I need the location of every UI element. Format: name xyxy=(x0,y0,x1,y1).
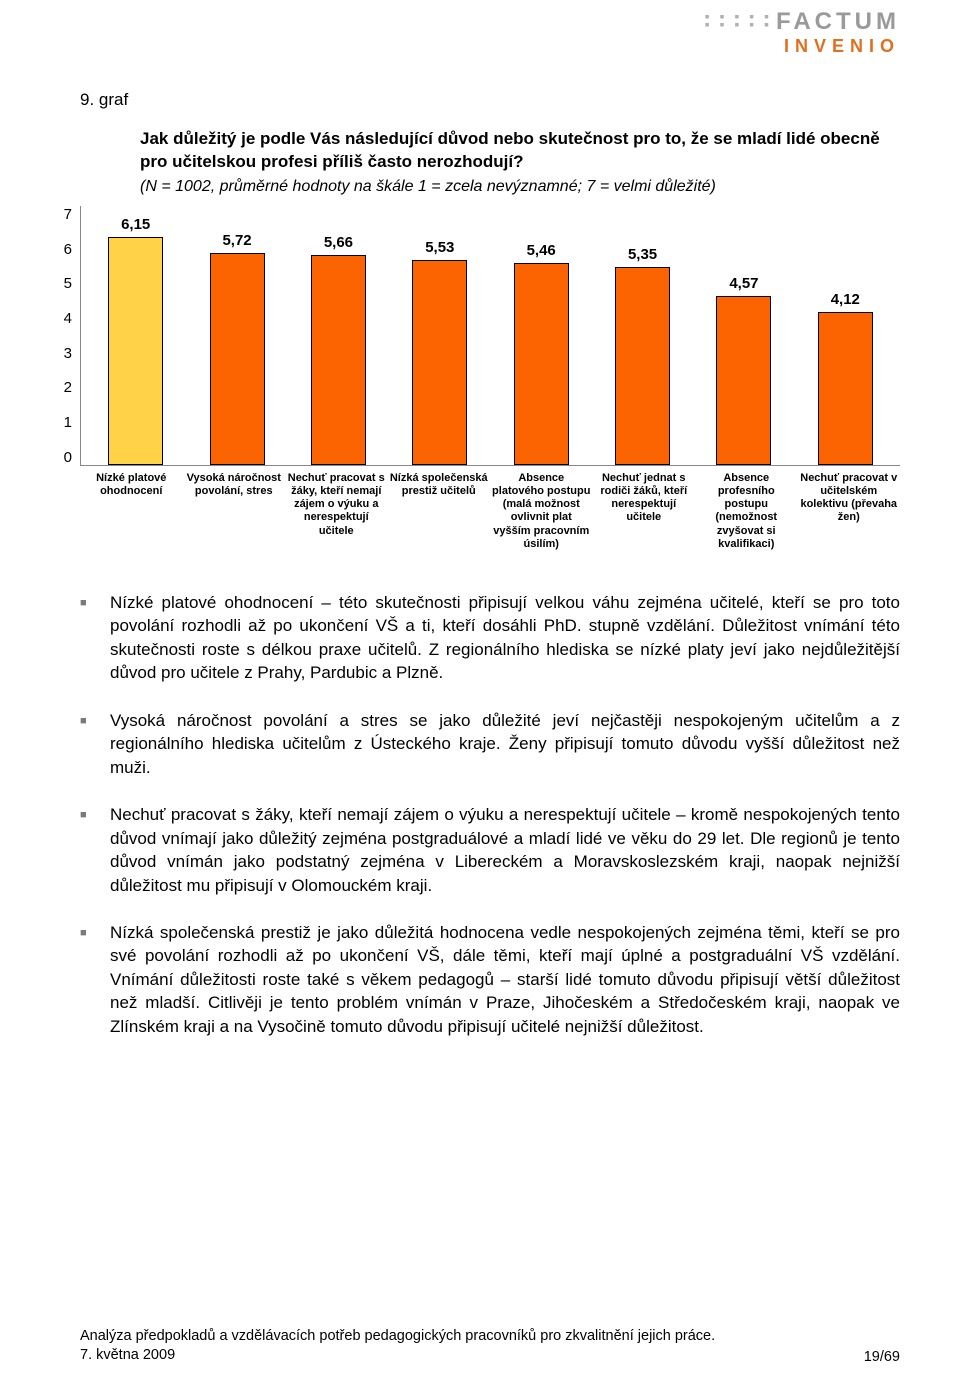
x-label: Vysoká náročnost povolání, stres xyxy=(183,472,286,551)
bar-column: 5,66 xyxy=(288,206,389,465)
bar-column: 5,53 xyxy=(389,206,490,465)
bar-value-label: 5,46 xyxy=(527,242,556,259)
logo-top-text: FACTUM xyxy=(776,8,900,35)
x-label: Nízké platové ohodnocení xyxy=(80,472,183,551)
x-label: Nechuť pracovat v učitelském kolektivu (… xyxy=(798,472,901,551)
bullet-text: Nízká společenská prestiž je jako důleži… xyxy=(110,921,900,1038)
bullet-item: ■Nízká společenská prestiž je jako důlež… xyxy=(80,921,900,1038)
bar xyxy=(716,296,771,465)
bar-column: 5,46 xyxy=(491,206,592,465)
bullet-marker-icon: ■ xyxy=(80,921,110,1038)
bullet-text: Nechuť pracovat s žáky, kteří nemají záj… xyxy=(110,803,900,897)
bullet-marker-icon: ■ xyxy=(80,591,110,685)
y-axis: 0 1 2 3 4 5 6 7 xyxy=(50,206,80,466)
x-axis-labels: Nízké platové ohodnoceníVysoká náročnost… xyxy=(80,472,900,551)
footer-line2: 7. května 2009 xyxy=(80,1346,715,1365)
bar xyxy=(514,263,569,465)
bar xyxy=(311,255,366,464)
y-tick: 1 xyxy=(64,414,72,431)
footer-line1: Analýza předpokladů a vzdělávacích potře… xyxy=(80,1327,715,1346)
plot-area: 6,15 5,72 5,66 5,53 5,46 5,35 4,57 4,12 xyxy=(80,206,900,466)
bullet-marker-icon: ■ xyxy=(80,709,110,779)
bar-value-label: 5,53 xyxy=(425,239,454,256)
y-tick: 4 xyxy=(64,310,72,327)
y-tick: 3 xyxy=(64,345,72,362)
bullet-item: ■Vysoká náročnost povolání a stres se ja… xyxy=(80,709,900,779)
y-tick: 7 xyxy=(64,206,72,223)
x-label: Absence profesního postupu (nemožnost zv… xyxy=(695,472,798,551)
bar xyxy=(210,253,265,465)
logo-dots: ▪ ▪ ▪ ▪ ▪▪ ▪ ▪ ▪ ▪ xyxy=(705,12,772,28)
bar-value-label: 5,72 xyxy=(222,232,251,249)
bullet-list: ■Nízké platové ohodnocení – této skutečn… xyxy=(80,591,900,1038)
bullet-text: Nízké platové ohodnocení – této skutečno… xyxy=(110,591,900,685)
bar xyxy=(412,260,467,465)
bar-value-label: 4,12 xyxy=(831,291,860,308)
chart-subtitle: (N = 1002, průměrné hodnoty na škále 1 =… xyxy=(80,178,900,196)
section-heading: 9. graf xyxy=(80,90,900,110)
bar-value-label: 4,57 xyxy=(729,275,758,292)
bar-column: 4,57 xyxy=(693,206,794,465)
x-label: Nechuť pracovat s žáky, kteří nemají záj… xyxy=(285,472,388,551)
brand-logo: ▪ ▪ ▪ ▪ ▪▪ ▪ ▪ ▪ ▪ FACTUM INVENIO xyxy=(705,8,900,57)
bar-chart: 0 1 2 3 4 5 6 7 6,15 5,72 5,66 5,53 5,46 5,35 4,57 4,1… xyxy=(50,206,900,551)
bullet-marker-icon: ■ xyxy=(80,803,110,897)
x-label: Nízká společenská prestiž učitelů xyxy=(388,472,491,551)
bullet-item: ■Nechuť pracovat s žáky, kteří nemají zá… xyxy=(80,803,900,897)
bar-column: 6,15 xyxy=(85,206,186,465)
chart-title: Jak důležitý je podle Vás následující dů… xyxy=(80,128,900,174)
bar-value-label: 6,15 xyxy=(121,216,150,233)
bar-column: 4,12 xyxy=(795,206,896,465)
bar xyxy=(818,312,873,464)
x-label: Absence platového postupu (malá možnost … xyxy=(490,472,593,551)
y-tick: 0 xyxy=(64,449,72,466)
bullet-text: Vysoká náročnost povolání a stres se jak… xyxy=(110,709,900,779)
y-tick: 5 xyxy=(64,275,72,292)
bar-column: 5,35 xyxy=(592,206,693,465)
bullet-item: ■Nízké platové ohodnocení – této skutečn… xyxy=(80,591,900,685)
page-number: 19/69 xyxy=(864,1349,900,1365)
logo-bottom-text: INVENIO xyxy=(784,36,900,56)
bar xyxy=(108,237,163,465)
y-tick: 6 xyxy=(64,241,72,258)
bar xyxy=(615,267,670,465)
bar-value-label: 5,66 xyxy=(324,234,353,251)
page-footer: Analýza předpokladů a vzdělávacích potře… xyxy=(80,1327,900,1365)
x-label: Nechuť jednat s rodiči žáků, kteří neres… xyxy=(593,472,696,551)
bar-column: 5,72 xyxy=(186,206,287,465)
y-tick: 2 xyxy=(64,379,72,396)
bar-value-label: 5,35 xyxy=(628,246,657,263)
